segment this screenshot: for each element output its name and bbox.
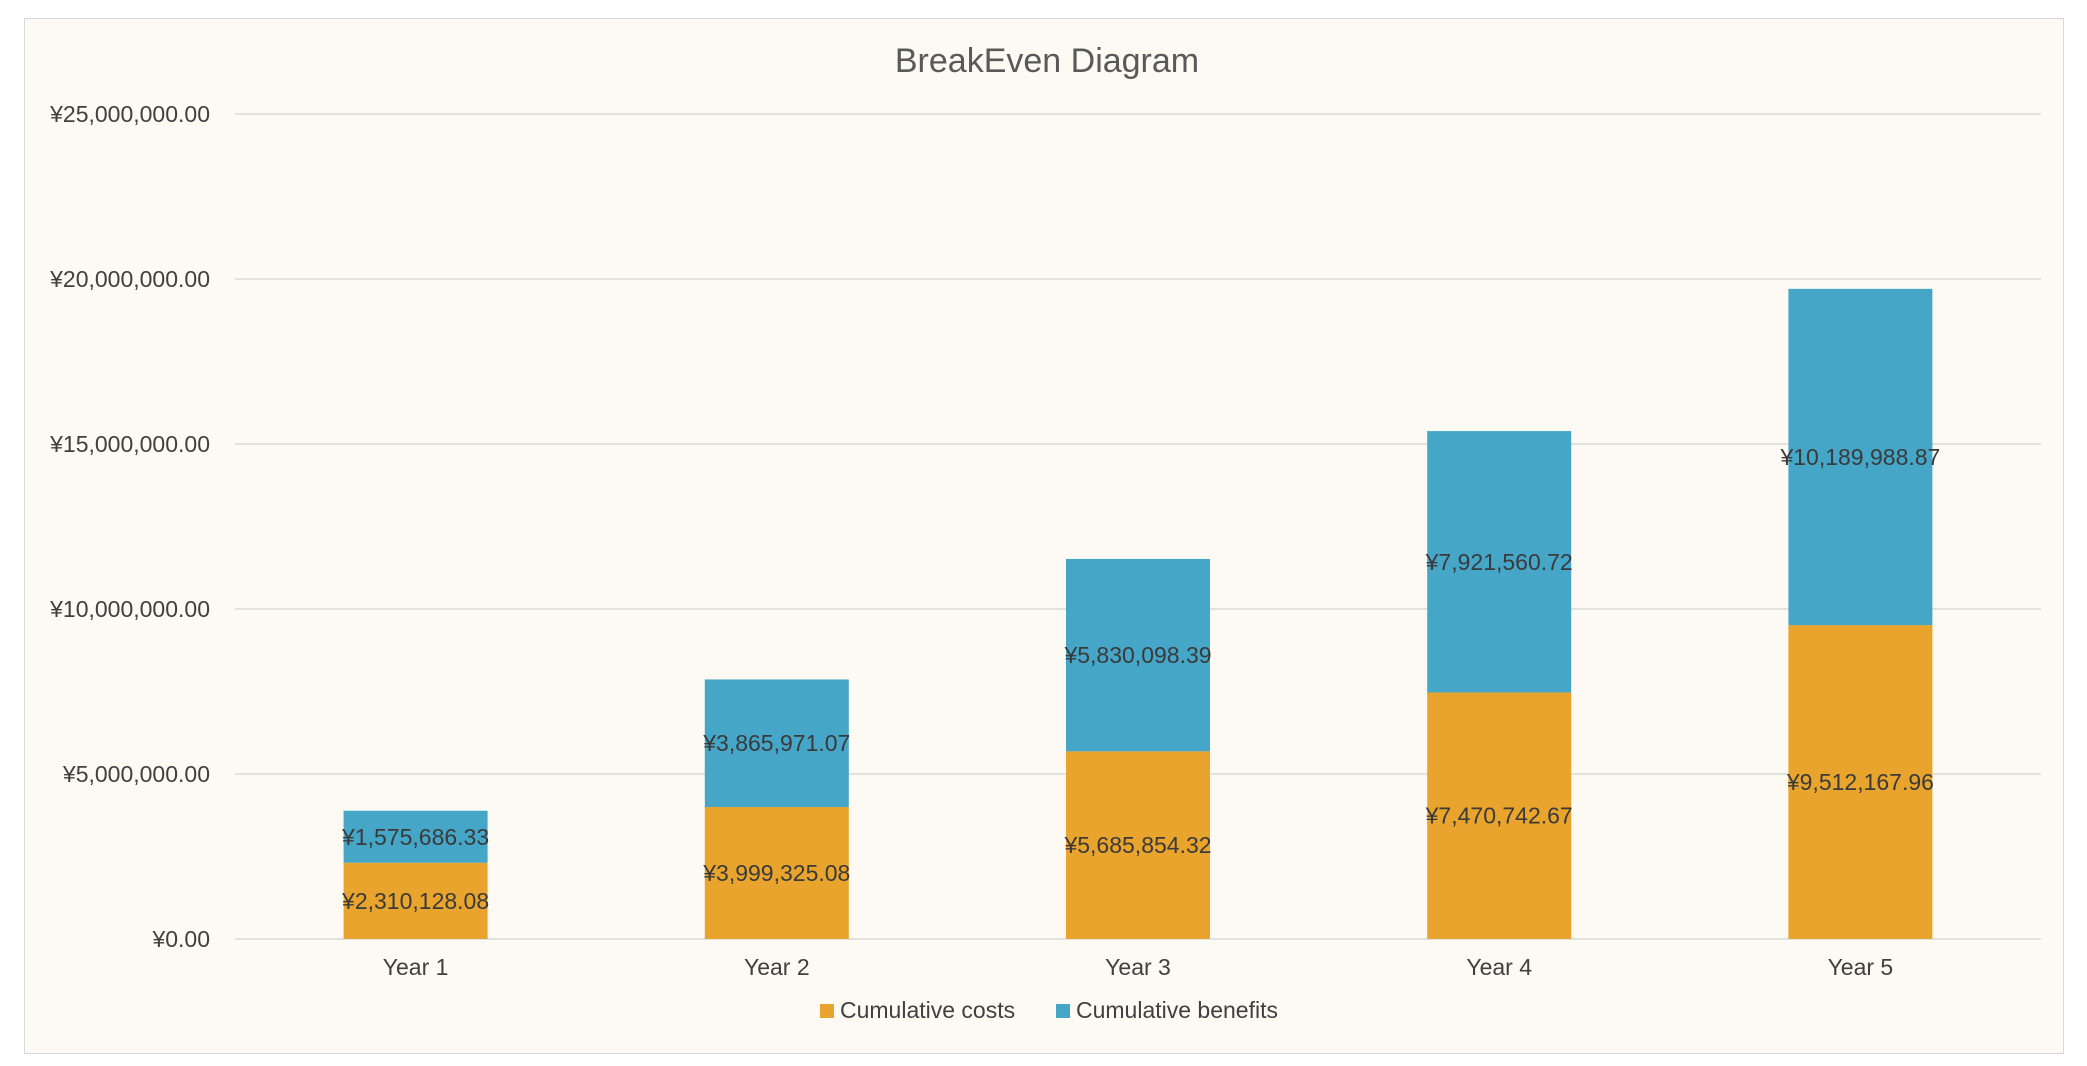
data-label: ¥9,512,167.96 — [1786, 769, 1934, 795]
x-tick-label: Year 1 — [383, 954, 449, 980]
y-tick-label: ¥20,000,000.00 — [49, 266, 210, 292]
bar-segment — [343, 810, 488, 863]
bar-segment — [1066, 751, 1210, 939]
data-label: ¥10,189,988.87 — [1779, 444, 1940, 470]
breakeven-chart: BreakEven Diagram ¥0.00 ¥5,000,000.00 ¥10,… — [49, 42, 2041, 1023]
bar-segment — [1427, 692, 1572, 939]
y-tick-label: ¥25,000,000.00 — [49, 101, 210, 127]
bars — [343, 288, 1933, 939]
chart-title: BreakEven Diagram — [895, 42, 1199, 80]
legend-label: Cumulative benefits — [1076, 997, 1278, 1023]
data-label: ¥7,921,560.72 — [1425, 549, 1573, 575]
x-tick-label: Year 4 — [1466, 954, 1532, 980]
x-tick-label: Year 5 — [1828, 954, 1894, 980]
bar-segment — [704, 679, 849, 808]
bar-segment — [343, 862, 488, 939]
x-tick-label: Year 3 — [1105, 954, 1171, 980]
data-label: ¥2,310,128.08 — [341, 888, 489, 914]
data-label: ¥1,575,686.33 — [341, 824, 489, 850]
data-labels: ¥2,310,128.08 ¥1,575,686.33 ¥3,999,325.08 ¥… — [341, 444, 1940, 914]
x-tick-label: Year 2 — [744, 954, 810, 980]
x-axis-ticks: Year 1 Year 2 Year 3 Year 4 Year 5 — [383, 954, 1893, 980]
y-tick-label: ¥0.00 — [151, 926, 210, 952]
data-label: ¥5,830,098.39 — [1063, 642, 1211, 668]
data-label: ¥3,999,325.08 — [702, 860, 850, 886]
data-label: ¥3,865,971.07 — [702, 730, 850, 756]
bar-segment — [704, 807, 849, 939]
legend-swatch — [820, 1004, 834, 1018]
legend-label: Cumulative costs — [840, 997, 1015, 1023]
legend: Cumulative costs Cumulative benefits — [820, 997, 1278, 1023]
bar-segment — [1788, 288, 1933, 626]
bar-segment — [1066, 558, 1210, 752]
y-tick-label: ¥10,000,000.00 — [49, 596, 210, 622]
legend-swatch — [1056, 1004, 1070, 1018]
data-label: ¥5,685,854.32 — [1063, 832, 1211, 858]
bar-segment — [1788, 625, 1933, 939]
y-axis-ticks: ¥0.00 ¥5,000,000.00 ¥10,000,000.00 ¥15,000,… — [49, 101, 210, 952]
y-tick-label: ¥15,000,000.00 — [49, 431, 210, 457]
y-tick-label: ¥5,000,000.00 — [62, 761, 210, 787]
data-label: ¥7,470,742.67 — [1425, 803, 1573, 829]
bar-segment — [1427, 431, 1572, 693]
chart-area: BreakEven Diagram ¥0.00 ¥5,000,000.00 ¥10,… — [24, 18, 2064, 1054]
